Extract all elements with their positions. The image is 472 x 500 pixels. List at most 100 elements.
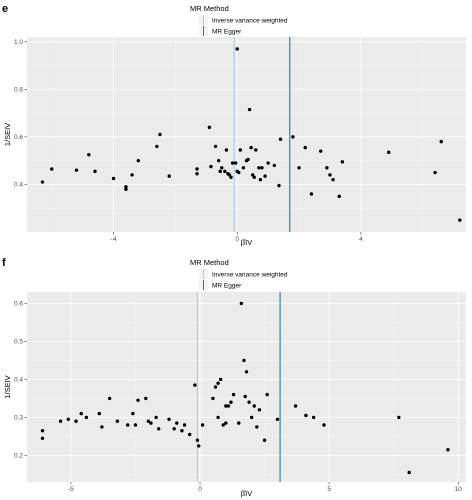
data-point: [224, 421, 228, 425]
data-point: [195, 172, 199, 176]
data-point: [325, 166, 329, 170]
data-point: [216, 381, 220, 385]
data-point: [458, 218, 462, 222]
data-point: [255, 425, 259, 429]
x-tick-label: 5: [327, 486, 331, 493]
y-tick-label: 0.6: [14, 301, 23, 308]
y-axis-title: 1/SEIV: [3, 123, 12, 146]
data-point: [155, 144, 159, 149]
data-point: [266, 161, 270, 165]
data-point: [221, 423, 225, 427]
data-point: [237, 170, 241, 175]
data-point: [249, 415, 254, 420]
data-point: [218, 377, 223, 382]
data-point: [257, 408, 262, 412]
data-point: [220, 166, 224, 170]
data-point: [278, 137, 283, 141]
data-point: [387, 150, 391, 155]
data-point: [50, 167, 54, 171]
data-point: [187, 432, 192, 437]
data-point: [84, 415, 89, 420]
data-point: [297, 166, 301, 170]
data-point: [87, 153, 91, 157]
data-point: [247, 107, 252, 112]
plot-panel: [27, 37, 466, 232]
data-point: [407, 470, 411, 475]
y-axis-title: 1/SEIV: [3, 375, 12, 398]
data-point: [136, 398, 140, 402]
data-point: [252, 404, 256, 408]
data-point: [304, 413, 308, 418]
data-point: [275, 417, 280, 421]
data-point: [262, 438, 267, 442]
data-point: [311, 415, 316, 420]
data-point: [74, 168, 79, 172]
legend-entry-label: MR Egger: [212, 29, 242, 36]
data-point: [238, 148, 243, 152]
y-tick-label: 1.0: [14, 39, 23, 46]
data-point: [249, 145, 253, 150]
data-point: [124, 185, 128, 189]
data-point: [303, 145, 307, 150]
data-point: [224, 404, 228, 408]
data-point: [149, 421, 153, 425]
data-point: [239, 301, 244, 306]
data-point: [337, 194, 341, 199]
data-point: [195, 438, 200, 442]
data-point: [252, 175, 256, 180]
legend-entry-label: Inverse variance weighted: [212, 272, 288, 279]
x-tick-label: -4: [111, 236, 117, 243]
data-point: [224, 148, 229, 152]
data-point: [136, 158, 140, 163]
y-tick-label: 0.8: [14, 87, 23, 94]
data-point: [124, 187, 128, 191]
data-point: [233, 161, 238, 165]
x-tick-label: 10: [455, 486, 463, 493]
data-point: [230, 161, 235, 165]
data-point: [291, 135, 295, 139]
x-axis-title: β̂IV: [241, 489, 252, 498]
x-tick-label: 0: [235, 236, 239, 243]
data-point: [193, 383, 197, 387]
data-point: [100, 425, 104, 429]
x-axis-title: β̂IV: [241, 238, 252, 247]
data-point: [115, 419, 120, 423]
data-point: [107, 396, 112, 401]
data-point: [213, 144, 218, 149]
data-point: [200, 423, 205, 427]
x-tick-label: 0: [198, 486, 202, 493]
x-tick-label: 4: [359, 236, 363, 243]
data-point: [154, 415, 158, 420]
data-point: [265, 392, 269, 397]
data-point: [197, 444, 201, 448]
data-point: [254, 148, 258, 152]
data-point: [231, 392, 236, 397]
data-point: [340, 160, 345, 164]
data-point: [263, 174, 267, 178]
legend-title: MR Method: [190, 4, 229, 13]
panel-label: e: [2, 3, 8, 15]
data-point: [260, 166, 264, 170]
y-tick-label: 0.3: [14, 415, 23, 422]
data-point: [146, 419, 151, 423]
data-point: [79, 411, 83, 416]
data-point: [322, 423, 326, 427]
data-point: [257, 166, 261, 170]
data-point: [277, 183, 281, 188]
legend-entry-label: Inverse variance weighted: [212, 18, 288, 25]
data-point: [211, 396, 215, 401]
panel-label: f: [2, 257, 6, 269]
data-point: [130, 173, 134, 177]
data-point: [237, 421, 241, 425]
data-point: [158, 132, 162, 137]
data-point: [133, 423, 138, 427]
data-point: [216, 158, 221, 163]
data-point: [40, 436, 45, 440]
plot-panel: [27, 292, 466, 482]
y-tick-label: 0.6: [14, 134, 23, 141]
data-point: [241, 166, 246, 170]
data-point: [258, 177, 263, 182]
data-point: [213, 385, 218, 389]
data-point: [144, 396, 148, 401]
